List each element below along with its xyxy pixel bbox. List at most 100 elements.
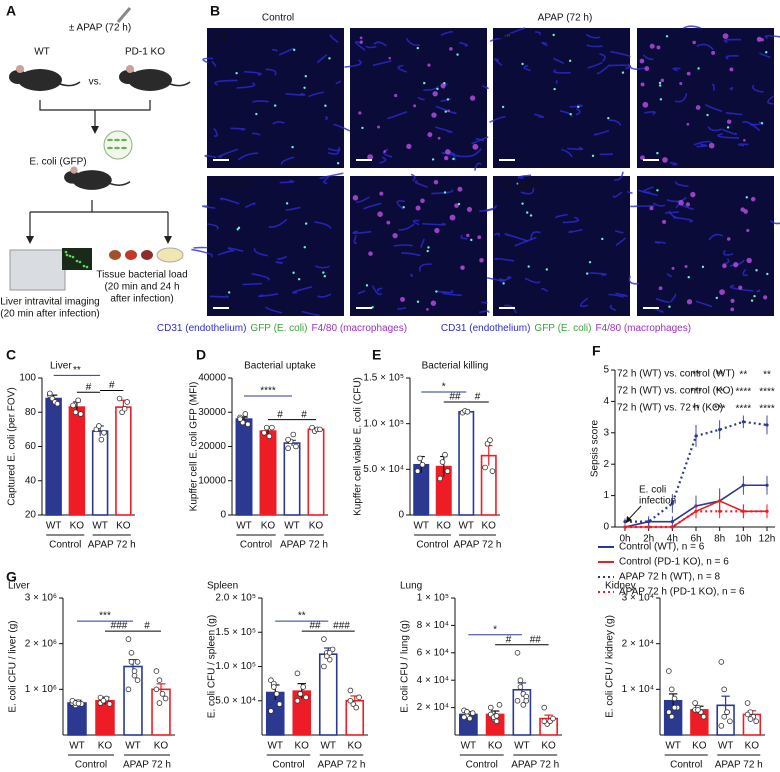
vessel: [599, 152, 613, 156]
vessel: [308, 91, 324, 98]
vessel: [441, 151, 463, 158]
panel-letter: G: [6, 569, 17, 585]
vessel: [275, 261, 283, 264]
vessel: [278, 47, 295, 56]
macrophage: [461, 266, 464, 270]
macrophage: [679, 81, 683, 86]
data-point: [517, 677, 524, 683]
macrophage: [686, 122, 690, 126]
vessel: [613, 171, 624, 181]
monitor: [62, 248, 92, 270]
vessel: [371, 285, 383, 296]
vessel: [769, 219, 780, 225]
vessel: [504, 27, 526, 37]
macrophage: [449, 47, 453, 51]
macrophage: [726, 237, 731, 241]
vessel: [387, 110, 408, 120]
group-label: APAP 72 h: [318, 760, 366, 771]
mouse-tail: [59, 81, 81, 87]
vessel: [723, 249, 734, 256]
data-point: [269, 424, 275, 431]
bacterium: [452, 157, 455, 161]
bacterium: [569, 112, 572, 116]
legend-label: APAP 72 h (WT), n = 8: [619, 572, 720, 583]
macrophage: [445, 149, 451, 155]
bacterium: [753, 294, 756, 298]
macrophage: [426, 307, 429, 311]
series-point: [741, 483, 745, 487]
vessel: [654, 241, 666, 245]
bacterium: [235, 71, 238, 75]
x-tick-label: WT: [718, 741, 734, 752]
macrophage: [649, 206, 654, 211]
macrophage: [642, 101, 649, 108]
vessel: [419, 238, 425, 248]
vessel: [489, 37, 503, 43]
x-tick-label: WT: [320, 741, 336, 752]
macrophage: [640, 155, 645, 161]
vessel: [585, 33, 601, 39]
mouse-tail: [109, 180, 131, 186]
macrophage: [466, 206, 473, 212]
series-point: [670, 525, 674, 529]
mouse-head: [64, 171, 81, 184]
data-point: [493, 713, 500, 719]
data-point: [237, 416, 243, 422]
vessel: [707, 126, 723, 132]
x-tick-label: WT: [92, 521, 108, 532]
data-point: [101, 429, 107, 436]
bacterium: [324, 104, 327, 107]
macrophage: [690, 191, 696, 198]
macrophage: [359, 40, 363, 44]
bacterium: [659, 84, 662, 87]
macrophage: [722, 263, 727, 269]
chart-title: Lung: [400, 581, 422, 592]
bacterium: [706, 113, 709, 117]
vessel: [609, 304, 617, 312]
vessel: [666, 273, 673, 278]
series-point: [718, 509, 722, 513]
y-axis-label: Kupffer cell E. coli GFP (MFI): [189, 382, 200, 512]
bacterium: [750, 299, 754, 302]
bar: [67, 702, 87, 736]
bacterium: [457, 202, 461, 206]
vessel: [767, 95, 775, 105]
mouse-ear: [126, 65, 134, 73]
annotation: infection: [639, 496, 676, 507]
vessel: [414, 180, 428, 188]
group-label: Control: [416, 540, 448, 551]
vessel: [327, 146, 341, 152]
y-tick-label: 1.5 × 10⁵: [363, 373, 404, 384]
vessel: [344, 59, 362, 68]
significance-label: **: [73, 365, 81, 376]
bacterium: [107, 146, 113, 150]
bacterium: [765, 51, 768, 54]
vessel: [475, 137, 485, 142]
vessel: [575, 108, 581, 116]
data-point: [266, 433, 273, 440]
data-point: [439, 459, 446, 465]
y-axis-label: Captured E. coli (per FOV): [7, 387, 18, 505]
series-point: [670, 520, 674, 524]
vessel: [628, 275, 640, 285]
data-point: [666, 668, 672, 674]
vessel: [253, 247, 268, 257]
data-point: [487, 437, 493, 443]
vessel: [460, 234, 468, 240]
data-point: [514, 649, 521, 656]
vessel: [218, 148, 239, 158]
vessel: [693, 140, 712, 146]
y-axis-label: E. coli CFU / spleen (g): [207, 615, 218, 718]
significance-label: ##: [530, 634, 542, 645]
data-point: [285, 445, 291, 452]
y-tick-label: 10000: [198, 475, 226, 486]
bacterium: [521, 62, 524, 66]
y-tick-label: 2.0 × 10⁵: [215, 593, 256, 604]
chart-title: Bacterial uptake: [244, 361, 316, 372]
data-point: [271, 684, 277, 690]
y-tick-label: 80: [25, 407, 37, 418]
bacterium: [293, 48, 296, 52]
significance-label: **: [763, 370, 771, 381]
vessel: [471, 136, 489, 145]
vessel: [277, 255, 287, 260]
